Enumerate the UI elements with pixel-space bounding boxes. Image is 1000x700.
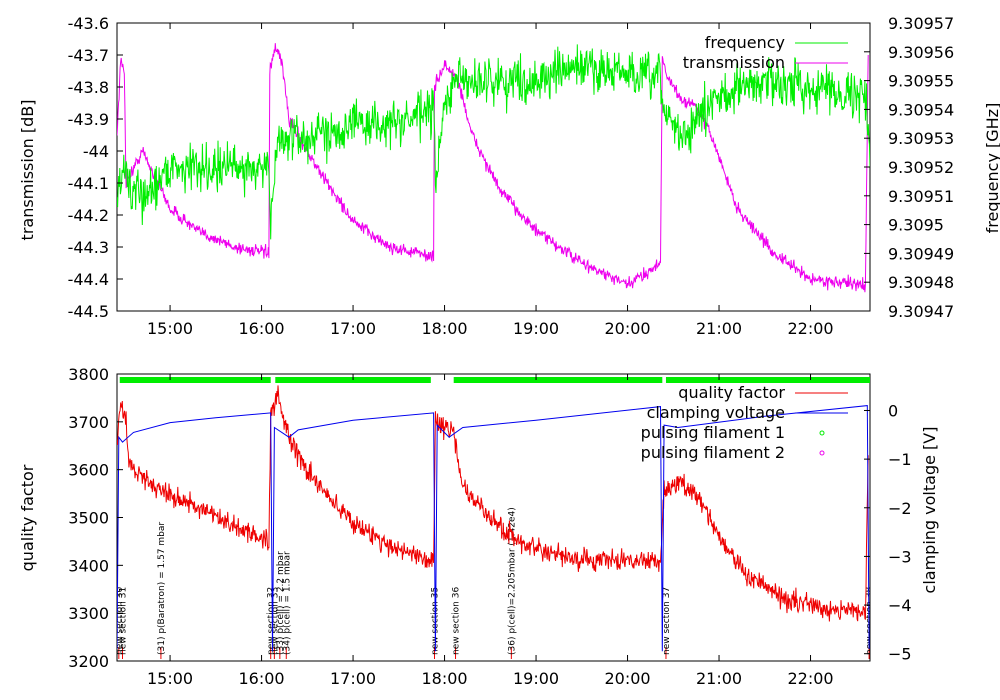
series-frequency: [117, 44, 870, 240]
legend-marker: [819, 450, 825, 456]
legend-label: transmission: [683, 53, 785, 72]
top-y2-tick-label: 9.30956: [888, 43, 954, 62]
top-x-tick-label: 18:00: [421, 319, 467, 338]
annotation-label: new section 31: [118, 587, 128, 655]
series-clamping-voltage: [117, 405, 870, 652]
bottom-x-tick-label: 20:00: [604, 669, 650, 688]
bottom-y2-tick-label: −1: [888, 450, 912, 469]
top-y2-tick-label: 9.30947: [888, 302, 954, 321]
top-clipped-series: [117, 43, 870, 293]
annotation-label: new section 33: [270, 587, 280, 655]
top-y-tick-label: -43.7: [68, 46, 109, 65]
top-y2-tick-label: 9.30953: [888, 129, 954, 148]
annotation-label: (31) p(Baratron) = 1.57 mbar: [157, 522, 167, 655]
bottom-x-tick-label: 16:00: [239, 669, 285, 688]
top-x-tick-label: 17:00: [330, 319, 376, 338]
top-y2-tick-label: 9.30955: [888, 72, 954, 91]
top-y2-tick-label: 9.30957: [888, 14, 954, 33]
top-x-tick-label: 22:00: [787, 319, 833, 338]
legend-marker: [819, 430, 825, 436]
annotation-label: new section 38: [865, 587, 875, 655]
top-panel-series: [117, 43, 870, 293]
bottom-x-tick-label: 15:00: [147, 669, 193, 688]
top-y-tick-label: -43.8: [68, 78, 109, 97]
bottom-y-tick-label: 3300: [68, 604, 109, 623]
legend-label: quality factor: [678, 383, 785, 402]
top-x-tick-label: 16:00: [239, 319, 285, 338]
top-x-tick-label: 21:00: [696, 319, 742, 338]
top-y-tick-label: -44.3: [68, 238, 109, 257]
bottom-x-tick-label: 21:00: [696, 669, 742, 688]
bottom-x-tick-label: 17:00: [330, 669, 376, 688]
top-y-tick-label: -44.2: [68, 206, 109, 225]
legend-label: pulsing filament 1: [641, 423, 785, 442]
top-y-tick-label: -43.9: [68, 110, 109, 129]
series-transmission: [117, 43, 869, 293]
top-y2-tick-label: 9.30952: [888, 158, 954, 177]
bottom-y-tick-label: 3500: [68, 509, 109, 528]
top-y2-tick-label: 9.3095: [888, 216, 944, 235]
bottom-x-tick-label: 18:00: [421, 669, 467, 688]
bottom-x-tick-label: 19:00: [513, 669, 559, 688]
legend-label: pulsing filament 2: [641, 443, 785, 462]
annotation-label: (36) p(cell)=2.205mbar (1.42e4): [507, 507, 517, 655]
bottom-y-tick-label: 3200: [68, 652, 109, 671]
top-panel: 15:00 16:00 17:00 18:00 19:00 20:00 21:00 22:00…: [18, 14, 1000, 338]
annotation-label: new section 36: [452, 587, 462, 655]
top-y2-tick-label: 9.30949: [888, 244, 954, 263]
top-y-tick-label: -44.5: [68, 302, 109, 321]
top-x-tick-label: 15:00: [147, 319, 193, 338]
top-y2-tick-label: 9.30951: [888, 187, 954, 206]
top-y-tick-label: -44.4: [68, 270, 109, 289]
annotation-label: (33) p(cell) = 2.2 mbar: [276, 551, 286, 655]
bottom-y-tick-label: 3800: [68, 365, 109, 384]
bottom-panel-ticks: 15:00 16:00 17:00 18:00 19:00 20:00 21:00 22:00…: [68, 365, 911, 688]
legend-label: frequency: [705, 33, 785, 52]
bottom-y2-tick-label: −5: [888, 645, 912, 664]
annotation-label: new section 32: [267, 587, 277, 655]
top-x-tick-label: 19:00: [513, 319, 559, 338]
top-x-tick-label: 20:00: [604, 319, 650, 338]
top-y2-tick-label: 9.30954: [888, 100, 954, 119]
top-panel-ticks: 15:00 16:00 17:00 18:00 19:00 20:00 21:00 22:00…: [68, 14, 955, 338]
annotation-label: (34) p(cell) = 1.5 mbar: [282, 551, 292, 655]
bottom-x-tick-label: 22:00: [787, 669, 833, 688]
annotation-label: new section 30: [115, 587, 125, 655]
top-y-tick-label: -44: [83, 142, 109, 161]
top-y2-axis-label: frequency [GHz]: [983, 103, 1000, 234]
bottom-y-axis-label: quality factor: [18, 464, 37, 571]
bottom-y2-tick-label: 0: [888, 401, 898, 420]
top-y-tick-label: -44.1: [68, 174, 109, 193]
bottom-y2-axis-label: clamping voltage [V]: [920, 427, 939, 594]
bottom-y-tick-label: 3700: [68, 413, 109, 432]
annotation-label: new section 37: [662, 587, 672, 655]
bottom-y2-tick-label: −2: [888, 499, 912, 518]
bottom-y2-tick-label: −4: [888, 596, 912, 615]
legend-label: clamping voltage: [647, 403, 785, 422]
bottom-y2-tick-label: −3: [888, 547, 912, 566]
top-y-tick-label: -43.6: [68, 14, 109, 33]
top-y2-tick-label: 9.30948: [888, 273, 954, 292]
top-y-axis-label: transmission [dB]: [18, 100, 37, 241]
bottom-y-tick-label: 3600: [68, 461, 109, 480]
bottom-y-tick-label: 3400: [68, 556, 109, 575]
series-quality-factor: [117, 385, 869, 622]
